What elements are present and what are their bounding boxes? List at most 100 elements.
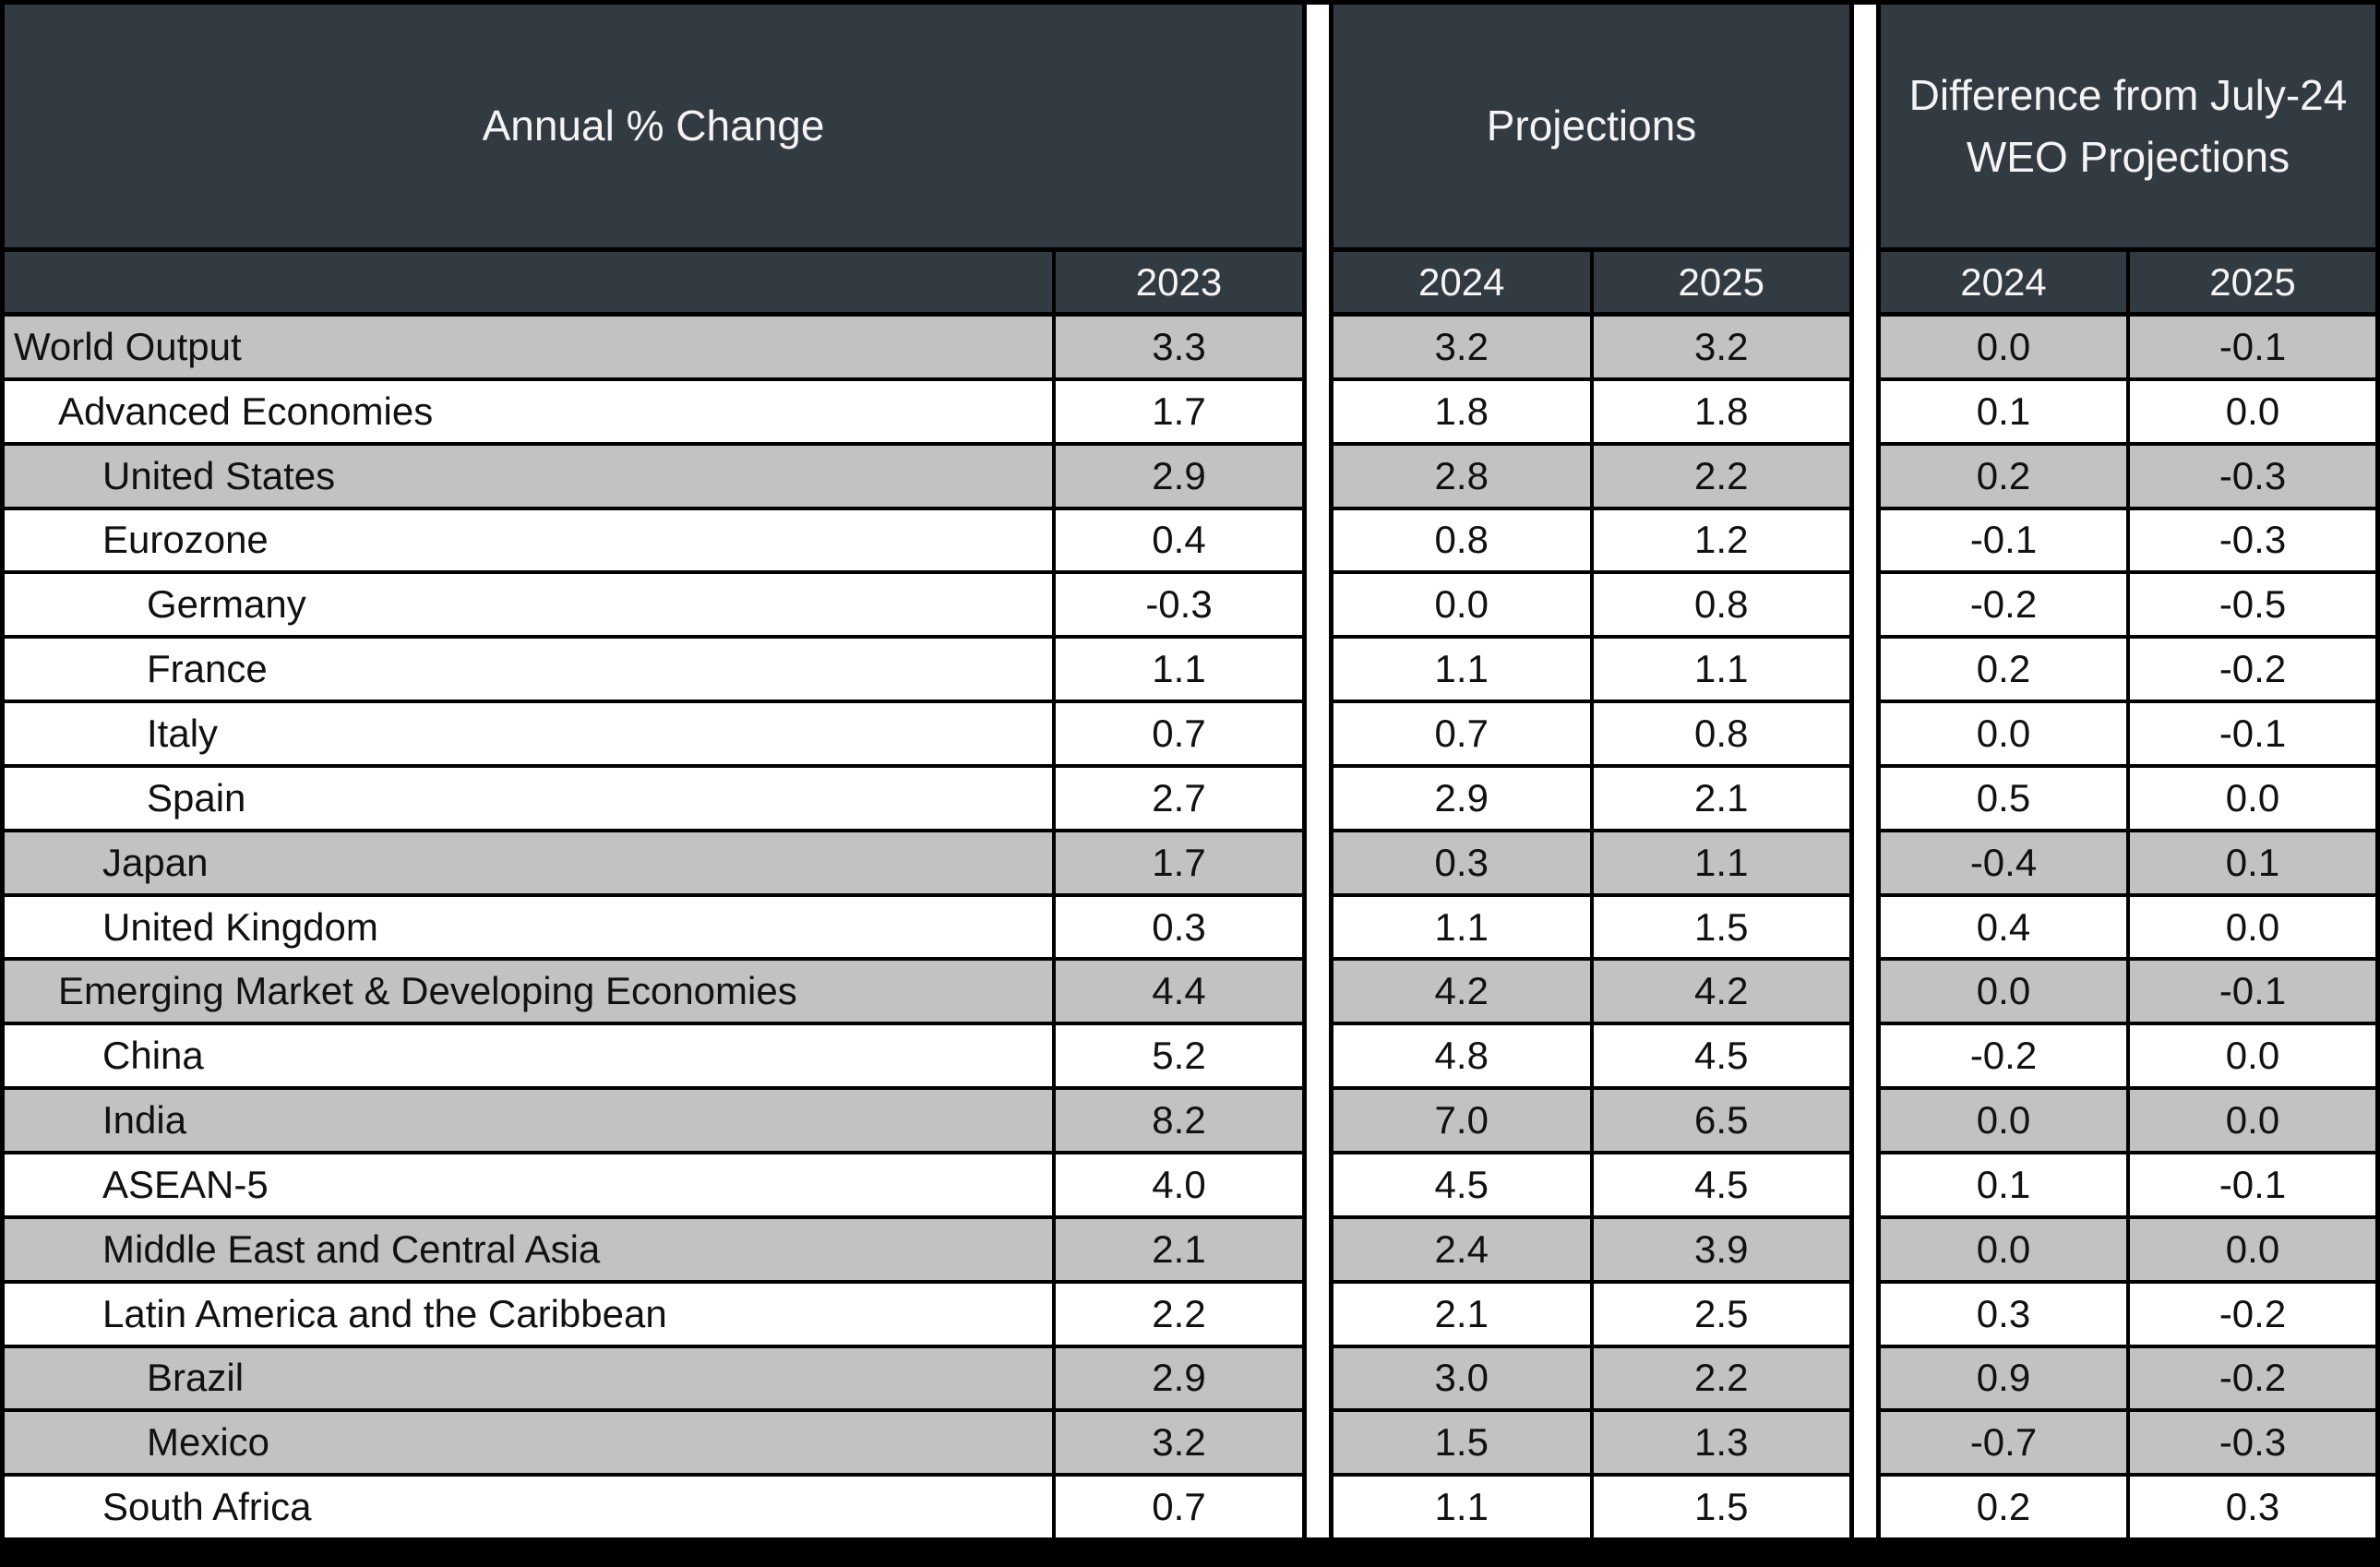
cell-value: 1.5 [1589,896,1850,958]
cell-value: -0.2 [2126,639,2375,700]
cell-value: 0.4 [1052,509,1302,571]
cell-value: 4.0 [1052,1154,1302,1215]
cell-value: 0.7 [1052,1477,1302,1538]
table-row: India 8.2 [5,1090,1302,1154]
cell-value: 0.0 [1976,1098,2031,1142]
section-title-difference: Difference from July-24 WEO Projections [1908,70,2348,181]
cell-value: 0.0 [2126,1218,2375,1280]
cell-value: 0.8 [1589,703,1850,764]
cell-value: 1.1 [1434,904,1489,949]
cell-value: 0.1 [1976,1162,2031,1206]
table-row: 4.8 4.5 [1334,1025,1850,1091]
row-label: World Output [14,324,242,368]
section-title-projections: Projections [1486,102,1697,150]
row-label: ASEAN-5 [102,1162,269,1206]
table-row: 0.1 -0.1 [1881,1154,2375,1219]
table-row: ASEAN-5 4.0 [5,1154,1302,1219]
table-row: 0.0 -0.1 [1881,317,2375,381]
column-header-projections-2025: 2025 [1589,252,1850,312]
table-row: Advanced Economies 1.7 [5,380,1302,446]
cell-value: -0.3 [2126,1412,2375,1474]
table-row: Middle East and Central Asia 2.1 [5,1218,1302,1284]
cell-value: 3.2 [1052,1412,1302,1474]
table-row: United Kingdom 0.3 [5,896,1302,962]
row-label: India [102,1098,187,1142]
cell-value: 2.1 [1589,767,1850,829]
cell-value: 5.2 [1052,1025,1302,1087]
table-row: 0.2 -0.3 [1881,445,2375,510]
table-row: -0.1 -0.3 [1881,509,2375,575]
cell-value: 0.0 [1976,969,2031,1013]
cell-value: 0.9 [1976,1356,2031,1400]
table-row: Italy 0.7 [5,703,1302,768]
weo-projections-table: Annual % Change 2023 World Output 3.3 Ad… [0,5,2380,1538]
table-row: 0.3 1.1 [1334,831,1849,897]
table-row: 2.1 2.5 [1334,1283,1850,1348]
table-row: 0.4 0.0 [1881,896,2375,962]
table-row: 1.1 1.5 [1334,896,1850,962]
row-label: Emerging Market & Developing Economies [58,969,797,1013]
cell-value: 1.2 [1589,509,1850,571]
subheader-annual-change: 2023 [5,252,1302,317]
row-label: Eurozone [102,518,269,562]
cell-value: 2.1 [1052,1218,1302,1280]
cell-value: 1.7 [1052,380,1302,442]
cell-value: 1.1 [1052,639,1302,700]
cell-value: 0.2 [1976,453,2031,497]
cell-value: 2.5 [1589,1283,1850,1345]
table-row: -0.2 -0.5 [1881,574,2375,640]
cell-value: -0.3 [1052,574,1302,636]
row-label: Middle East and Central Asia [102,1226,601,1271]
table-row: 0.3 -0.2 [1881,1283,2375,1348]
row-label: Advanced Economies [58,389,434,433]
cell-value: 0.5 [1976,775,2031,819]
cell-value: 2.2 [1052,1283,1302,1345]
cell-value: 0.0 [1976,324,2031,368]
cell-value: 0.0 [2126,767,2375,829]
cell-value: 0.0 [2126,1025,2375,1087]
cell-value: 4.5 [1434,1162,1489,1206]
cell-value: 3.9 [1589,1218,1850,1280]
table-row: Emerging Market & Developing Economies 4… [5,961,1302,1026]
cell-value: 0.1 [2126,831,2375,893]
cell-value: 0.0 [1976,711,2031,755]
row-label: United Kingdom [102,904,378,949]
cell-value: 3.0 [1434,1356,1489,1400]
cell-value: -0.2 [1969,582,2038,627]
cell-value: 0.7 [1434,711,1489,755]
table-row: World Output 3.3 [5,317,1302,381]
cell-value: -0.1 [2126,961,2375,1023]
rows-difference: 0.0 -0.1 0.1 0.0 0.2 -0.3 -0.1 -0.3 -0.2… [1881,317,2375,1538]
table-row: 1.8 1.8 [1334,380,1850,446]
table-row: 0.0 0.0 [1881,1218,2375,1284]
table-row: 2.4 3.9 [1334,1218,1850,1284]
cell-value: 0.3 [1434,840,1489,884]
cell-value: 2.9 [1434,775,1489,819]
table-row: 0.0 0.8 [1334,574,1849,640]
cell-value: 3.3 [1052,317,1302,377]
cell-value: 1.8 [1434,389,1489,433]
cell-value: 2.1 [1434,1291,1489,1335]
cell-value: 1.5 [1434,1420,1489,1465]
table-row: Brazil 2.9 [5,1347,1302,1413]
cell-value: 6.5 [1589,1090,1850,1151]
table-row: 3.2 3.2 [1334,317,1849,381]
cell-value: 4.4 [1052,961,1302,1023]
cell-value: 4.5 [1589,1025,1850,1087]
row-label: South Africa [102,1485,312,1529]
table-row: South Africa 0.7 [5,1477,1302,1538]
cell-value: 0.2 [1976,647,2031,691]
table-row: United States 2.9 [5,445,1302,510]
cell-value: -0.3 [2126,445,2375,507]
cell-value: 0.3 [2126,1477,2375,1538]
table-row: 4.2 4.2 [1334,961,1849,1026]
cell-value: 7.0 [1434,1098,1489,1142]
table-row: 1.1 1.5 [1334,1477,1849,1538]
cell-value: 1.7 [1052,831,1302,893]
cell-value: -0.2 [1969,1034,2038,1078]
cell-value: 2.9 [1052,445,1302,507]
table-row: 0.0 -0.1 [1881,961,2375,1026]
cell-value: 0.0 [2126,1090,2375,1151]
cell-value: 1.8 [1589,380,1850,442]
